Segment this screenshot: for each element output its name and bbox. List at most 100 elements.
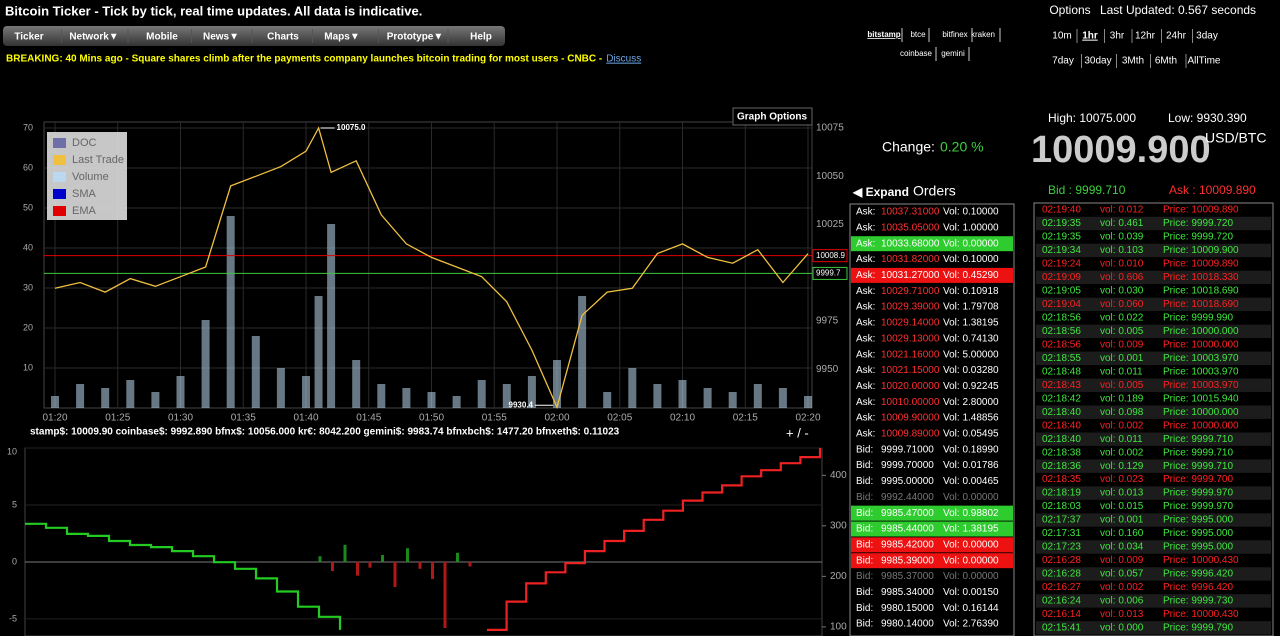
trade-volume: vol: 0.002 xyxy=(1100,420,1144,431)
order-price: 9992.44000 xyxy=(881,492,934,503)
order-row xyxy=(851,537,1013,553)
order-row xyxy=(851,267,1013,283)
timeframe-link[interactable]: 7day xyxy=(1052,56,1074,67)
timeframe-link[interactable]: 12hr xyxy=(1135,31,1156,42)
trade-volume: vol: 0.039 xyxy=(1100,232,1144,243)
nav-item[interactable]: Maps▼ xyxy=(324,32,359,43)
order-price: 10029.14000 xyxy=(881,318,940,329)
imbalance-bar xyxy=(431,561,434,580)
legend-label: Volume xyxy=(72,171,109,183)
order-side: Ask: xyxy=(856,270,875,281)
exchange-link[interactable]: btce xyxy=(910,30,926,39)
trade-price: Price: 9999.720 xyxy=(1163,232,1233,243)
y2-tick-label: 10025 xyxy=(816,219,844,230)
order-side: Ask: xyxy=(856,302,875,313)
x-tick-label: 02:00 xyxy=(544,413,569,424)
order-side: Bid: xyxy=(856,492,873,503)
trade-row xyxy=(1036,594,1271,608)
order-price: 9985.47000 xyxy=(881,508,934,519)
imbalance-bar xyxy=(343,544,347,562)
timeframe-link[interactable]: AllTime xyxy=(1188,56,1221,67)
timeframe-link[interactable]: 24hr xyxy=(1166,31,1187,42)
volume-bar xyxy=(327,224,336,408)
timeframe-link[interactable]: 3Mth xyxy=(1122,56,1144,67)
imbalance-bar xyxy=(406,548,409,562)
volume-bar xyxy=(201,320,210,408)
last-updated: Last Updated: 0.567 seconds xyxy=(1100,3,1256,17)
order-price: 10031.82000 xyxy=(881,254,940,265)
trade-volume: vol: 0.005 xyxy=(1100,326,1144,337)
y2-tick-label: 400 xyxy=(830,470,847,481)
order-side: Bid: xyxy=(856,508,873,519)
high: High: 10075.000 xyxy=(1048,111,1136,125)
nav-item[interactable]: Charts xyxy=(267,32,299,43)
price: 10009.900 xyxy=(1031,129,1211,171)
y-tick-label: 50 xyxy=(23,202,33,212)
order-row xyxy=(851,236,1013,252)
exchange-link[interactable]: bitstamp xyxy=(867,30,900,39)
options-link[interactable]: Options xyxy=(1049,3,1090,17)
trade-time: 02:15:41 xyxy=(1042,623,1081,634)
nav-item[interactable]: Network▼ xyxy=(69,32,118,43)
nav-item[interactable]: Ticker xyxy=(14,32,43,43)
order-side: Ask: xyxy=(856,429,875,440)
y2-tick-label: 100 xyxy=(830,622,847,633)
trade-time: 02:18:42 xyxy=(1042,393,1081,404)
expand-button[interactable]: ◀ Expand xyxy=(852,185,909,199)
volume-bar xyxy=(176,376,185,408)
order-row xyxy=(851,394,1013,410)
order-row xyxy=(851,283,1013,299)
trade-volume: vol: 0.009 xyxy=(1100,339,1144,350)
graph-options-label[interactable]: Graph Options xyxy=(737,112,807,123)
imbalance-bar xyxy=(318,556,322,562)
order-volume: Vol: 0.05495 xyxy=(943,429,999,440)
imbalance-bar xyxy=(368,561,372,568)
x-tick-label: 01:30 xyxy=(168,413,193,424)
order-volume: Vol: 0.92245 xyxy=(943,381,999,392)
trade-price: Price: 10000.000 xyxy=(1163,407,1239,418)
trade-volume: vol: 0.034 xyxy=(1100,542,1144,553)
trade-price: Price: 10009.900 xyxy=(1163,245,1239,256)
timeframe-link[interactable]: 6Mth xyxy=(1155,56,1177,67)
timeframe-link[interactable]: 30day xyxy=(1084,56,1111,67)
timeframe-link[interactable]: 1hr xyxy=(1082,31,1098,42)
legend-swatch xyxy=(53,138,66,148)
trade-price: Price: 10018.690 xyxy=(1163,286,1239,297)
timeframe-link[interactable]: 10m xyxy=(1052,31,1071,42)
x-tick-label: 02:10 xyxy=(670,413,695,424)
nav-item[interactable]: Help xyxy=(470,32,492,43)
trade-time: 02:18:48 xyxy=(1042,366,1081,377)
order-row xyxy=(851,204,1013,220)
trade-volume: vol: 0.013 xyxy=(1100,609,1144,620)
x-tick-label: 01:55 xyxy=(482,413,507,424)
x-tick-label: 02:05 xyxy=(607,413,632,424)
imbalance-bar xyxy=(381,555,384,562)
timeframe-link[interactable]: 3hr xyxy=(1110,31,1125,42)
exchange-link[interactable]: coinbase xyxy=(900,49,933,58)
nav-item[interactable]: Prototype▼ xyxy=(387,32,444,43)
x-tick-label: 01:35 xyxy=(231,413,256,424)
legend-label: Last Trade xyxy=(72,154,124,166)
trade-time: 02:18:40 xyxy=(1042,407,1081,418)
x-tick-label: 01:25 xyxy=(105,413,130,424)
nav-item[interactable]: News▼ xyxy=(203,32,239,43)
trade-volume: vol: 0.129 xyxy=(1100,461,1144,472)
zoom-control[interactable]: + / - xyxy=(786,425,809,440)
nav-item[interactable]: Mobile xyxy=(146,32,178,43)
trade-price: Price: 9996.420 xyxy=(1163,582,1233,593)
best-bid: Bid : 9999.710 xyxy=(1048,183,1126,197)
trade-time: 02:16:27 xyxy=(1042,582,1081,593)
trade-time: 02:18:56 xyxy=(1042,339,1081,350)
order-volume: Vol: 1.38195 xyxy=(943,318,999,329)
reference-label-box xyxy=(812,266,848,280)
order-price: 10031.27000 xyxy=(881,270,940,281)
timeframe-link[interactable]: 3day xyxy=(1196,31,1218,42)
graph-options-button[interactable] xyxy=(732,107,813,126)
exchange-link[interactable]: gemini xyxy=(941,49,965,58)
trade-row xyxy=(1036,378,1271,392)
exchange-link[interactable]: bitfinex xyxy=(942,30,967,39)
exchange-link[interactable]: kraken xyxy=(971,30,995,39)
order-price: 9995.00000 xyxy=(881,476,934,487)
trade-volume: vol: 0.030 xyxy=(1100,286,1144,297)
discuss-link[interactable]: Discuss xyxy=(606,54,641,65)
